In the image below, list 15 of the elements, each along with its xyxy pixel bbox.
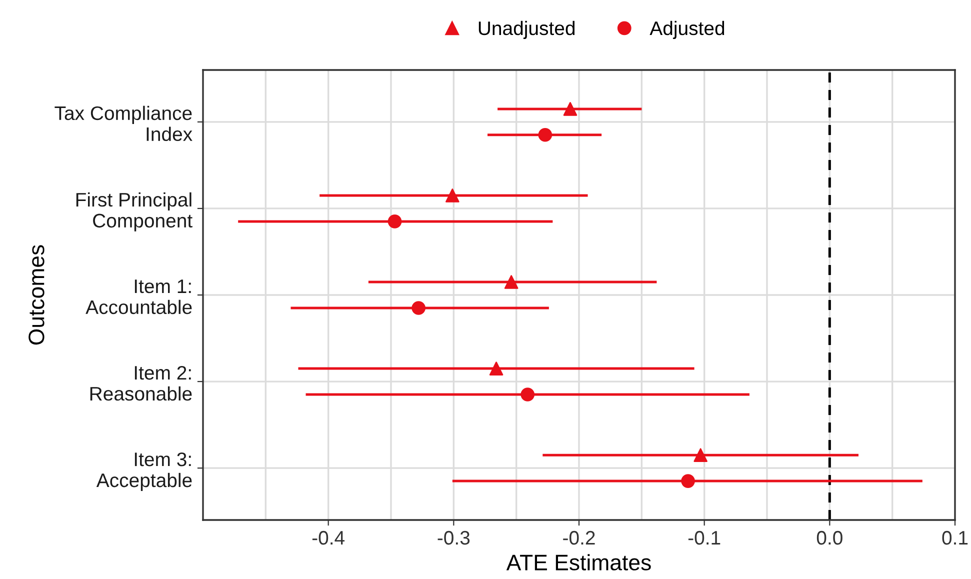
y-tick-label: Item 1: Accountable bbox=[86, 280, 192, 314]
x-tick-label: 0.1 bbox=[942, 530, 968, 545]
x-axis-title: ATE Estimates bbox=[506, 554, 651, 570]
x-tick-label: -0.1 bbox=[688, 530, 720, 545]
x-tick-label: 0.0 bbox=[816, 530, 842, 545]
legend-label: Adjusted bbox=[650, 20, 724, 39]
legend-label: Unadjusted bbox=[478, 20, 575, 39]
y-tick-label: First Principal Component bbox=[76, 192, 192, 232]
x-tick-label: -0.2 bbox=[563, 530, 595, 545]
y-axis-title: Outcomes bbox=[28, 245, 44, 345]
y-tick-label: Tax Compliance Index bbox=[54, 106, 192, 142]
x-tick-label: -0.4 bbox=[312, 530, 345, 545]
y-tick-label: Item 2: Reasonable bbox=[90, 366, 192, 401]
y-tick-label: Item 3: Acceptable bbox=[96, 452, 192, 492]
x-tick-label: -0.3 bbox=[438, 530, 470, 545]
